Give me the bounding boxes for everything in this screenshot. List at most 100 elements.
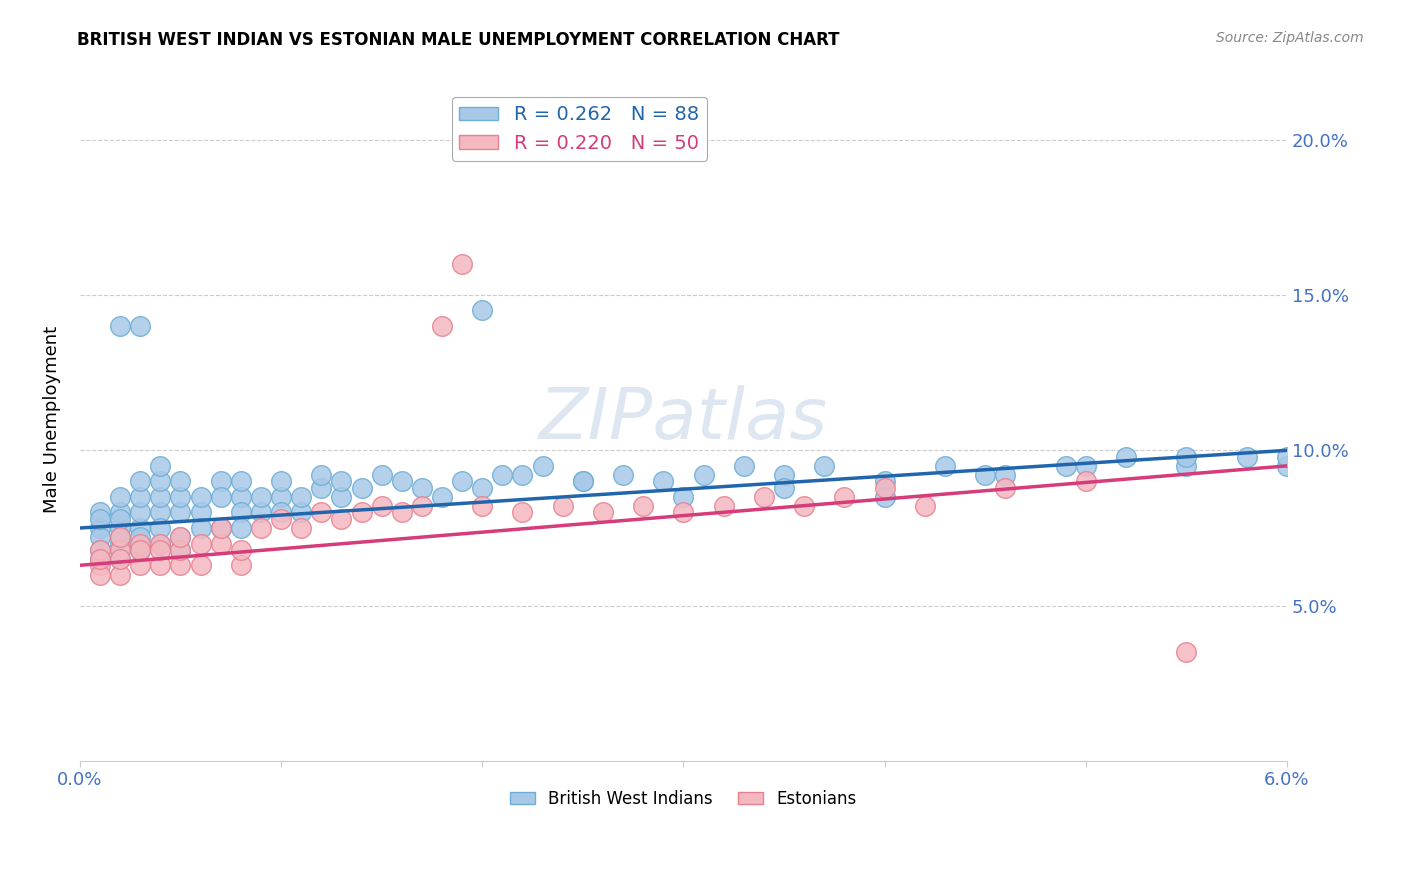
Point bbox=[873, 475, 896, 489]
Point bbox=[471, 481, 494, 495]
Point bbox=[108, 536, 131, 550]
Point bbox=[89, 552, 111, 566]
Point bbox=[1054, 458, 1077, 473]
Point bbox=[370, 500, 392, 514]
Point bbox=[631, 500, 654, 514]
Point bbox=[129, 536, 152, 550]
Y-axis label: Male Unemployment: Male Unemployment bbox=[44, 326, 60, 513]
Point bbox=[311, 468, 333, 483]
Point bbox=[1175, 458, 1198, 473]
Point bbox=[89, 511, 111, 525]
Point bbox=[330, 511, 353, 525]
Point bbox=[1275, 458, 1298, 473]
Point bbox=[209, 475, 232, 489]
Point bbox=[209, 521, 232, 535]
Point bbox=[330, 490, 353, 504]
Point bbox=[592, 506, 614, 520]
Point bbox=[290, 521, 312, 535]
Point bbox=[873, 481, 896, 495]
Point bbox=[370, 468, 392, 483]
Point bbox=[934, 458, 956, 473]
Point bbox=[149, 521, 172, 535]
Point bbox=[129, 506, 152, 520]
Point bbox=[89, 530, 111, 544]
Point bbox=[149, 475, 172, 489]
Point bbox=[229, 506, 252, 520]
Point bbox=[89, 558, 111, 573]
Point bbox=[672, 490, 695, 504]
Point bbox=[190, 536, 212, 550]
Point bbox=[1074, 458, 1097, 473]
Point bbox=[391, 475, 413, 489]
Point bbox=[994, 481, 1017, 495]
Text: Source: ZipAtlas.com: Source: ZipAtlas.com bbox=[1216, 31, 1364, 45]
Point bbox=[149, 542, 172, 557]
Point bbox=[129, 558, 152, 573]
Point bbox=[169, 542, 191, 557]
Point bbox=[129, 530, 152, 544]
Point bbox=[1275, 450, 1298, 464]
Point bbox=[108, 506, 131, 520]
Point bbox=[149, 458, 172, 473]
Point bbox=[270, 490, 292, 504]
Point bbox=[391, 506, 413, 520]
Point bbox=[752, 490, 775, 504]
Point bbox=[129, 490, 152, 504]
Point bbox=[612, 468, 634, 483]
Point bbox=[250, 521, 273, 535]
Point bbox=[330, 475, 353, 489]
Point bbox=[572, 475, 595, 489]
Point bbox=[914, 500, 936, 514]
Point bbox=[89, 542, 111, 557]
Point bbox=[190, 506, 212, 520]
Point bbox=[551, 500, 574, 514]
Point bbox=[229, 475, 252, 489]
Point bbox=[250, 506, 273, 520]
Point bbox=[190, 521, 212, 535]
Point bbox=[451, 475, 474, 489]
Point bbox=[512, 468, 534, 483]
Point bbox=[129, 521, 152, 535]
Point bbox=[209, 490, 232, 504]
Point bbox=[149, 536, 172, 550]
Point bbox=[108, 542, 131, 557]
Text: ZIPatlas: ZIPatlas bbox=[538, 384, 828, 454]
Point bbox=[89, 506, 111, 520]
Point bbox=[169, 490, 191, 504]
Point bbox=[89, 552, 111, 566]
Point bbox=[1115, 450, 1137, 464]
Point bbox=[209, 521, 232, 535]
Point bbox=[89, 521, 111, 535]
Point bbox=[1236, 450, 1258, 464]
Point bbox=[652, 475, 675, 489]
Point bbox=[149, 558, 172, 573]
Point bbox=[108, 552, 131, 566]
Text: BRITISH WEST INDIAN VS ESTONIAN MALE UNEMPLOYMENT CORRELATION CHART: BRITISH WEST INDIAN VS ESTONIAN MALE UNE… bbox=[77, 31, 839, 49]
Point bbox=[713, 500, 735, 514]
Point bbox=[169, 506, 191, 520]
Point bbox=[290, 490, 312, 504]
Point bbox=[834, 490, 856, 504]
Point bbox=[108, 552, 131, 566]
Point bbox=[411, 481, 433, 495]
Point bbox=[108, 542, 131, 557]
Point bbox=[773, 468, 796, 483]
Point bbox=[873, 490, 896, 504]
Point bbox=[108, 567, 131, 582]
Point bbox=[430, 319, 453, 334]
Point bbox=[108, 319, 131, 334]
Point bbox=[290, 506, 312, 520]
Point bbox=[773, 481, 796, 495]
Point bbox=[531, 458, 554, 473]
Point bbox=[350, 506, 373, 520]
Point bbox=[129, 542, 152, 557]
Point bbox=[491, 468, 513, 483]
Point bbox=[169, 530, 191, 544]
Point bbox=[1175, 450, 1198, 464]
Point bbox=[512, 506, 534, 520]
Point bbox=[169, 542, 191, 557]
Point bbox=[813, 458, 835, 473]
Point bbox=[129, 542, 152, 557]
Point bbox=[270, 506, 292, 520]
Point bbox=[411, 500, 433, 514]
